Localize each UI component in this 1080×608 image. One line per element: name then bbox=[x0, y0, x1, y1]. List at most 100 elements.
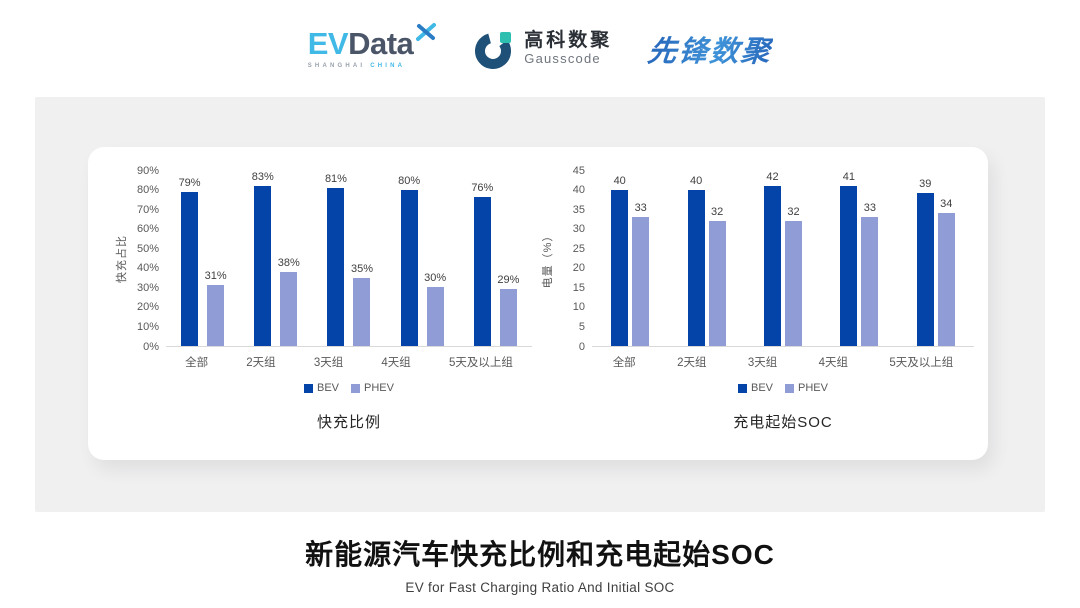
plot-area: 79% 31% 83% 38% 81% 35% 80% 30% 76% 29% bbox=[166, 171, 532, 347]
y-tick-label: 90% bbox=[136, 164, 159, 177]
evdata-wordmark: EV Data bbox=[307, 23, 438, 61]
evdata-shanghai-text: SHANGHAI bbox=[307, 63, 366, 69]
bar-value-label: 34 bbox=[940, 198, 953, 211]
bar-group: 76% 29% bbox=[471, 171, 519, 346]
xianfeng-logo: 先锋数聚 bbox=[646, 28, 774, 70]
bar-bev bbox=[916, 193, 934, 346]
bar-phev bbox=[499, 289, 517, 346]
bar-group: 81% 35% bbox=[325, 171, 373, 346]
x-category-label: 3天组 bbox=[313, 357, 344, 369]
bar-bev bbox=[763, 186, 781, 346]
bar-value-label: 80% bbox=[398, 174, 421, 187]
bar-column: 31% bbox=[205, 171, 227, 346]
bar-phev bbox=[280, 271, 298, 346]
legend-label: BEV bbox=[751, 382, 774, 394]
bar-column: 42 bbox=[763, 171, 781, 346]
x-category-label: 全部 bbox=[185, 357, 209, 369]
x-category-label: 5天及以上组 bbox=[889, 357, 954, 369]
bar-value-label: 29% bbox=[497, 274, 520, 287]
gausscode-logo: 高科数聚 Gausscode bbox=[473, 28, 612, 70]
plot-area: 40 33 40 32 42 32 41 33 39 34 bbox=[592, 171, 974, 347]
bar-phev bbox=[937, 213, 955, 346]
gausscode-en-text: Gausscode bbox=[524, 50, 601, 66]
bar-phev bbox=[861, 216, 879, 346]
bar-group: 40 33 bbox=[611, 171, 650, 346]
y-tick-label: 0 bbox=[578, 340, 585, 353]
bar-phev bbox=[353, 277, 371, 346]
y-tick-label: 30% bbox=[136, 281, 159, 294]
bar-value-label: 41 bbox=[842, 171, 855, 183]
bar-phev bbox=[708, 220, 726, 346]
y-tick-label: 35 bbox=[572, 203, 585, 216]
bar-column: 30% bbox=[424, 171, 446, 346]
bar-value-label: 83% bbox=[251, 171, 274, 183]
bar-column: 35% bbox=[351, 171, 373, 346]
x-category-label: 2天组 bbox=[246, 357, 276, 369]
y-tick-label: 20 bbox=[572, 262, 585, 275]
bar-bev bbox=[400, 189, 418, 346]
y-tick-label: 40 bbox=[572, 184, 585, 197]
bar-value-label: 38% bbox=[277, 256, 300, 269]
legend-swatch bbox=[785, 383, 795, 393]
y-axis-ticks: 0 5 10 15 20 25 30 35 40 45 bbox=[556, 165, 592, 352]
chart-legend: BEV PHEV bbox=[166, 382, 532, 394]
chart-fast-charging-ratio: 快充占比 0% 10% 20% 30% 40% 50% 60% 70% 80% 90% 79% 31… bbox=[112, 165, 532, 460]
chart-panel: 快充占比 0% 10% 20% 30% 40% 50% 60% 70% 80% 90% 79% 31… bbox=[35, 97, 1045, 512]
chart-legend: BEV PHEV bbox=[592, 382, 974, 394]
bar-phev bbox=[426, 287, 444, 346]
bar-value-label: 33 bbox=[863, 201, 876, 214]
legend-item: PHEV bbox=[351, 382, 394, 394]
legend-swatch bbox=[738, 383, 747, 393]
chart-initial-soc: 电量（%） 0 5 10 15 20 25 30 35 40 45 40 33 40 32 42 32 41 3… bbox=[538, 165, 974, 460]
bar-value-label: 32 bbox=[710, 205, 724, 218]
x-axis-labels: 全部 2天组 3天组 4天组 5天及以上组 bbox=[166, 354, 532, 370]
bar-value-label: 33 bbox=[634, 201, 647, 214]
legend-label: PHEV bbox=[798, 382, 828, 394]
bar-phev bbox=[632, 216, 650, 346]
bar-bev bbox=[473, 197, 491, 346]
chart-title: 充电起始SOC bbox=[733, 414, 833, 431]
bar-column: 32 bbox=[784, 171, 802, 346]
bar-column: 40 bbox=[611, 171, 629, 346]
bar-column: 81% bbox=[325, 171, 347, 346]
bar-bev bbox=[254, 186, 272, 346]
y-tick-label: 20% bbox=[136, 301, 159, 314]
bar-value-label: 79% bbox=[178, 176, 201, 189]
x-category-label: 4天组 bbox=[818, 357, 849, 369]
bar-value-label: 32 bbox=[787, 205, 800, 218]
bar-column: 29% bbox=[497, 171, 519, 346]
y-tick-label: 5 bbox=[578, 320, 585, 333]
bar-group: 39 34 bbox=[916, 171, 955, 346]
y-tick-label: 70% bbox=[136, 203, 159, 216]
bar-value-label: 31% bbox=[204, 270, 227, 283]
x-category-label: 2天组 bbox=[677, 357, 707, 369]
gausscode-cn-text: 高科数聚 bbox=[524, 30, 613, 52]
x-axis-labels: 全部 2天组 3天组 4天组 5天及以上组 bbox=[592, 354, 974, 370]
bar-group: 83% 38% bbox=[252, 171, 300, 346]
bar-bev bbox=[687, 189, 705, 346]
bar-column: 41 bbox=[840, 171, 858, 346]
bar-column: 80% bbox=[398, 171, 420, 346]
legend-item: PHEV bbox=[785, 382, 828, 394]
bar-value-label: 81% bbox=[324, 172, 347, 185]
evdata-subline: SHANGHAI CHINA bbox=[308, 63, 438, 69]
bar-bev bbox=[181, 191, 199, 346]
y-tick-label: 25 bbox=[572, 242, 585, 255]
bar-column: 39 bbox=[916, 171, 934, 346]
bar-bev bbox=[611, 189, 629, 346]
y-tick-label: 45 bbox=[572, 164, 585, 177]
bar-phev bbox=[784, 220, 802, 346]
bar-group: 41 33 bbox=[840, 171, 879, 346]
legend-swatch bbox=[351, 383, 361, 393]
bar-column: 34 bbox=[937, 171, 955, 346]
bar-bev bbox=[327, 187, 345, 346]
bar-group: 80% 30% bbox=[398, 171, 446, 346]
bar-value-label: 76% bbox=[471, 182, 494, 195]
y-tick-label: 30 bbox=[572, 223, 585, 236]
evdata-china-text: CHINA bbox=[370, 63, 406, 69]
y-tick-label: 0% bbox=[143, 340, 159, 353]
bar-value-label: 40 bbox=[689, 174, 703, 187]
bar-group: 42 32 bbox=[763, 171, 802, 346]
bar-bev bbox=[840, 186, 858, 346]
evdata-ev-text: EV bbox=[307, 26, 349, 61]
